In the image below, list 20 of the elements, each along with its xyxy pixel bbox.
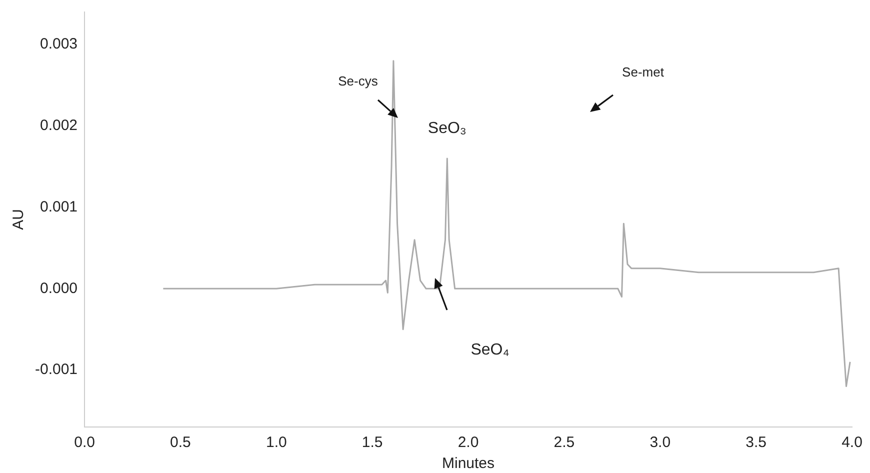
x-tick-label: 0.5 [170, 434, 191, 452]
y-tick-label: -0.001 [34, 361, 78, 378]
x-tick-label: 3.0 [650, 434, 671, 452]
x-tick-label: 2.0 [458, 434, 479, 452]
y-axis-title: AU [10, 209, 28, 230]
x-axis-title: Minutes [442, 455, 495, 472]
x-tick-label: 3.5 [746, 434, 766, 452]
x-tick-label: 4.0 [842, 434, 862, 452]
annotation: Se-met [622, 64, 664, 80]
y-tick-label: 0.003 [40, 36, 78, 53]
y-tick-label: 0.002 [40, 117, 78, 134]
x-tick-label: 2.5 [554, 434, 575, 452]
x-tick-label: 1.0 [266, 434, 287, 452]
annotation: SeO₄ [470, 341, 510, 358]
annotation: SeO₃ [428, 120, 466, 137]
x-tick-label: 1.5 [362, 434, 383, 452]
x-tick-label: 0.0 [74, 434, 95, 452]
y-tick-label: 0.000 [40, 280, 78, 297]
y-tick-label: 0.001 [40, 198, 78, 216]
annotation: Se-cys [338, 74, 378, 89]
